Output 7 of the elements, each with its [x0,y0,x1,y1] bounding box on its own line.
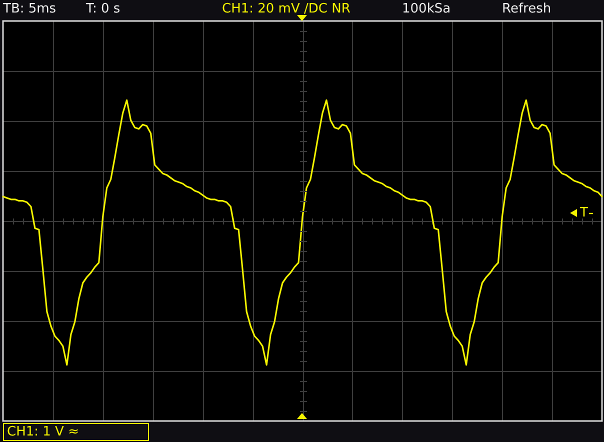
text: TB: 5ms [2,1,56,16]
text: CH1: 20 mV /DC NR [222,1,350,16]
text: Refresh [502,1,552,16]
text: 100kSa [402,1,451,16]
text: T: 0 s [85,1,120,16]
text: CH1: 1 V ≈ [7,424,79,440]
annotation: T [579,205,588,220]
